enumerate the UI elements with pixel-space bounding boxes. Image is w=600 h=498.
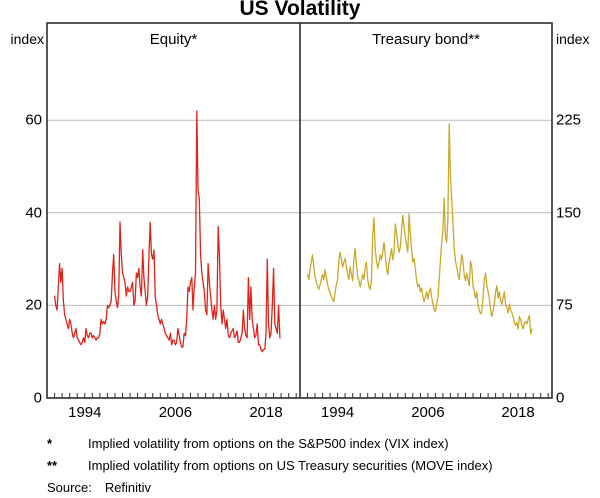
left-axis-tick-label: 40 <box>25 204 42 222</box>
right-axis-unit-label: index <box>556 31 590 47</box>
x-axis-year-label: 1994 <box>68 404 102 421</box>
x-axis-year-label: 2018 <box>501 404 535 421</box>
series-line-move <box>306 123 533 335</box>
footnote-1-text: Implied volatility from options on the S… <box>88 435 449 451</box>
right-axis-tick-label: 225 <box>556 111 582 129</box>
left-axis-tick-label: 20 <box>25 296 42 314</box>
left-axis-tick-label: 0 <box>33 389 42 407</box>
right-axis-tick-label: 0 <box>556 389 565 407</box>
footnote-1: * Implied volatility from options on the… <box>47 432 587 454</box>
right-axis-tick-label: 150 <box>556 204 582 222</box>
left-axis-tick-label: 60 <box>25 111 42 129</box>
footnote-2: ** Implied volatility from options on US… <box>47 454 587 476</box>
panel-label-equity: Equity* <box>149 31 198 48</box>
x-axis-year-label: 2018 <box>249 404 283 421</box>
footnote-2-text: Implied volatility from options on US Tr… <box>88 457 493 473</box>
x-axis-year-label: 2006 <box>158 404 193 421</box>
x-axis-year-label: 1994 <box>320 404 355 421</box>
footnote-2-marker: ** <box>47 457 58 473</box>
source-line: Source: Refinitiv <box>47 476 587 498</box>
x-axis-year-label: 2006 <box>411 404 445 421</box>
source-label: Source: <box>47 479 92 495</box>
footnote-1-marker: * <box>47 435 53 451</box>
panel-label-treasury-bond: Treasury bond** <box>372 31 480 48</box>
chart-title: US Volatility <box>239 0 361 20</box>
footnotes: * Implied volatility from options on the… <box>47 432 587 498</box>
right-axis-tick-label: 75 <box>556 296 573 314</box>
source-value: Refinitiv <box>104 479 152 495</box>
series-line-vix <box>53 110 281 353</box>
left-axis-unit-label: index <box>10 31 44 47</box>
